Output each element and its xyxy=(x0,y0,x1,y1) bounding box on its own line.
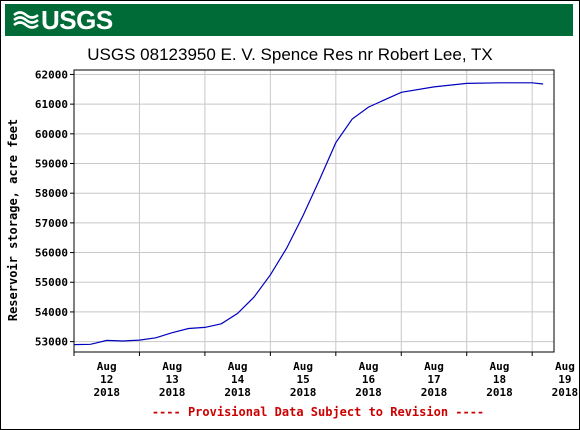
x-tick-label: Aug xyxy=(228,360,248,373)
x-tick-label: 2018 xyxy=(421,386,448,399)
x-tick-label: Aug xyxy=(555,360,575,373)
y-axis-label: Reservoir storage, acre feet xyxy=(6,119,20,321)
x-tick-label: Aug xyxy=(490,360,510,373)
x-tick-label: Aug xyxy=(293,360,313,373)
y-tick-label: 60000 xyxy=(35,128,68,141)
y-tick-label: 53000 xyxy=(35,336,68,349)
y-tick-label: 58000 xyxy=(35,187,68,200)
x-tick-label: 15 xyxy=(296,373,309,386)
x-tick-label: 17 xyxy=(427,373,440,386)
x-tick-label: Aug xyxy=(359,360,379,373)
x-tick-label: 18 xyxy=(493,373,506,386)
x-tick-label: 2018 xyxy=(290,386,317,399)
x-tick-label: 2018 xyxy=(486,386,513,399)
usgs-wave-icon xyxy=(13,11,39,29)
x-tick-label: Aug xyxy=(97,360,117,373)
y-tick-label: 62000 xyxy=(35,68,68,81)
y-tick-label: 55000 xyxy=(35,276,68,289)
plot-area: 53000 54000 55000 56000 57000 58000 59000 60000… xyxy=(35,68,578,399)
x-tick-label: 12 xyxy=(100,373,113,386)
y-tick-label: 57000 xyxy=(35,217,68,230)
y-tick-label: 54000 xyxy=(35,306,68,319)
x-tick-label: 2018 xyxy=(93,386,120,399)
y-tick-label: 59000 xyxy=(35,158,68,171)
x-tick-label: 2018 xyxy=(552,386,579,399)
x-tick-label: 2018 xyxy=(355,386,382,399)
usgs-logo-text: USGS xyxy=(41,5,113,35)
storage-series-line xyxy=(73,82,544,346)
x-tick-label: 13 xyxy=(166,373,179,386)
x-tick-label: 19 xyxy=(558,373,571,386)
chart-title: USGS 08123950 E. V. Spence Res nr Robert… xyxy=(87,45,492,64)
plot-border xyxy=(73,69,555,353)
x-tick-label: 2018 xyxy=(159,386,186,399)
x-tick-label: 2018 xyxy=(224,386,251,399)
provisional-note: ---- Provisional Data Subject to Revisio… xyxy=(152,405,484,419)
y-tick-label: 61000 xyxy=(35,98,68,111)
usgs-banner: USGS xyxy=(5,4,573,36)
x-tick-label: Aug xyxy=(424,360,444,373)
x-tick-label: Aug xyxy=(162,360,182,373)
usgs-logo[interactable]: USGS xyxy=(13,6,113,34)
x-tick-label: 14 xyxy=(231,373,245,386)
x-tick-label: 16 xyxy=(362,373,376,386)
y-tick-label: 56000 xyxy=(35,247,68,260)
